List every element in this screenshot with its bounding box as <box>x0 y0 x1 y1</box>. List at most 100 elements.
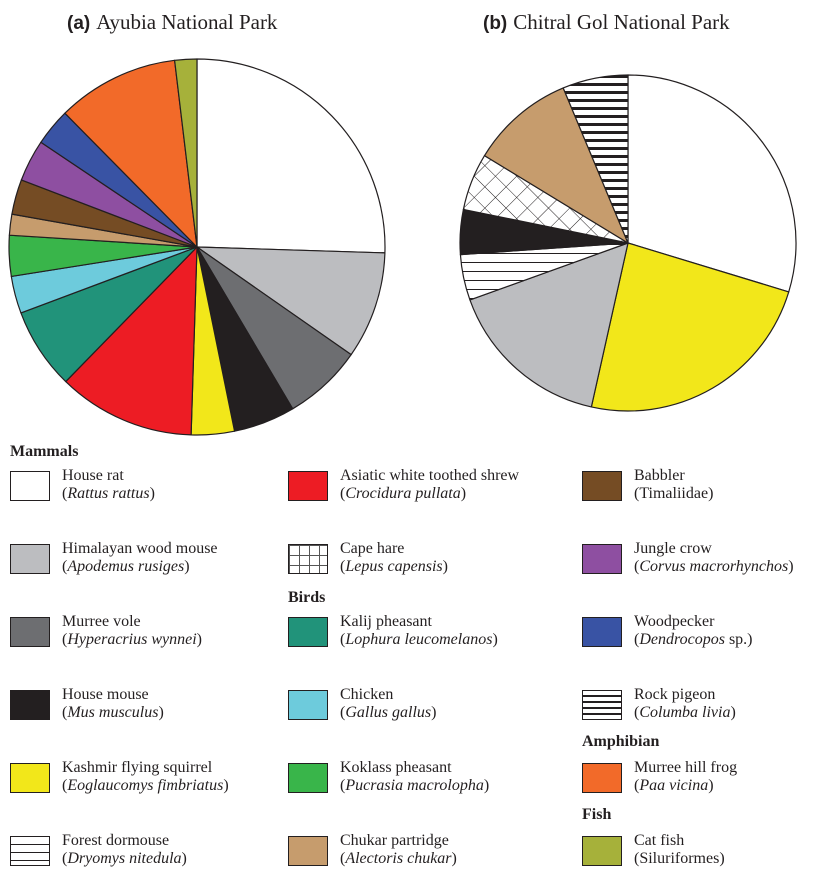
legend-swatch <box>10 690 50 720</box>
legend-sci-italic: Corvus macrorhynchos <box>639 558 789 575</box>
legend-swatch <box>288 471 328 501</box>
legend-common-name: Jungle crow <box>634 540 712 557</box>
pie-slice-murree-hill-frog <box>64 59 198 248</box>
legend-scientific-name: (Apodemus rusiges) <box>62 558 190 576</box>
legend-sci-prefix: ( <box>340 558 346 575</box>
pie-chart-ayubia <box>8 58 386 436</box>
legend-swatch <box>10 544 50 574</box>
legend-swatch <box>582 763 622 793</box>
legend-sci-suffix: ) <box>708 777 714 794</box>
legend-sci-prefix: (Siluriformes) <box>634 850 725 867</box>
pie-slice-house-rat <box>627 74 797 293</box>
legend-sci-suffix: ) <box>184 558 190 575</box>
legend-sci-italic: Crocidura pullata <box>345 485 461 502</box>
legend-sci-suffix: ) <box>158 704 164 721</box>
legend-swatch <box>288 617 328 647</box>
legend-common-name: Murree vole <box>62 613 141 630</box>
legend-common-name: Chukar partridge <box>340 832 449 849</box>
legend-sci-prefix: ( <box>62 704 68 721</box>
legend-sci-italic: Hyperacrius wynnei <box>67 631 197 648</box>
legend-common-name: Babbler <box>634 467 685 484</box>
legend-common-name: Asiatic white toothed shrew <box>340 467 520 484</box>
legend-sci-suffix: sp.) <box>724 631 753 648</box>
legend-common-name: Koklass pheasant <box>340 759 452 776</box>
legend-sci-suffix: ) <box>460 485 467 502</box>
legend-scientific-name: (Siluriformes) <box>634 850 725 868</box>
legend-sci-suffix: ) <box>223 777 229 794</box>
pie-slice-cat-fish <box>174 58 198 248</box>
legend-sci-prefix: (Timaliidae) <box>634 485 714 502</box>
pie-slice-himalayan-wood-mouse <box>196 246 386 356</box>
legend-scientific-name: (Gallus gallus) <box>340 704 436 722</box>
legend-sci-italic: Lophura leucomelanos <box>345 631 493 648</box>
legend-scientific-name: (Mus musculus) <box>62 704 164 722</box>
panel-a-title: (a) Ayubia National Park <box>67 10 277 35</box>
legend-sci-prefix: ( <box>340 485 346 502</box>
legend-common-name: House mouse <box>62 686 149 703</box>
panel-a-name: Ayubia National Park <box>96 10 278 34</box>
legend-scientific-name: (Corvus macrorhynchos) <box>634 558 794 576</box>
legend-swatch <box>10 617 50 647</box>
panel-b-title: (b) Chitral Gol National Park <box>483 10 730 35</box>
panel-a-letter: (a) <box>67 13 91 34</box>
legend-sci-suffix: ) <box>442 558 448 575</box>
legend-common-name: Kalij pheasant <box>340 613 432 630</box>
legend-sci-prefix: ( <box>62 777 68 794</box>
legend-sci-prefix: ( <box>62 631 68 648</box>
legend-sci-italic: Alectoris chukar <box>345 850 452 867</box>
legend-common-name: Woodpecker <box>634 613 715 630</box>
legend-sci-prefix: ( <box>62 558 68 575</box>
legend-swatch <box>10 471 50 501</box>
legend-scientific-name: (Eoglaucomys fimbriatus) <box>62 777 229 795</box>
legend-sci-suffix: ) <box>483 777 490 794</box>
legend-sci-prefix: ( <box>634 704 640 721</box>
legend-swatch <box>10 763 50 793</box>
legend-sci-suffix: ) <box>788 558 794 575</box>
legend-common-name: Murree hill frog <box>634 759 738 776</box>
panel-b-letter: (b) <box>483 13 508 34</box>
pie-slice-asiatic-white-toothed-shrew <box>65 246 198 436</box>
legend-sci-suffix: ) <box>431 704 437 721</box>
legend-common-name: House rat <box>62 467 124 484</box>
pie-slice-rock-pigeon <box>562 74 629 244</box>
legend-group-amphibian: Amphibian <box>582 733 660 750</box>
legend-scientific-name: (Hyperacrius wynnei) <box>62 631 202 649</box>
panel-b-name: Chitral Gol National Park <box>513 10 730 34</box>
legend-scientific-name: (Pucrasia macrolopha) <box>340 777 489 795</box>
legend-swatch <box>288 690 328 720</box>
legend-common-name: Himalayan wood mouse <box>62 540 218 557</box>
legend-common-name: Kashmir flying squirrel <box>62 759 213 776</box>
legend-common-name: Rock pigeon <box>634 686 716 703</box>
legend-swatch <box>10 836 50 866</box>
legend-sci-prefix: ( <box>340 704 346 721</box>
pie-slice-kashmir-flying-squirrel <box>590 242 790 412</box>
legend-common-name: Forest dormouse <box>62 832 170 849</box>
legend-swatch <box>582 471 622 501</box>
pie-slice-house-rat <box>196 58 386 254</box>
legend-scientific-name: (Paa vicina) <box>634 777 714 795</box>
legend-scientific-name: (Columba livia) <box>634 704 736 722</box>
legend-sci-suffix: ) <box>149 485 155 502</box>
legend-sci-prefix: ( <box>634 777 640 794</box>
legend-scientific-name: (Crocidura pullata) <box>340 485 466 503</box>
legend-sci-italic: Lepus capensis <box>345 558 443 575</box>
legend-common-name: Cat fish <box>634 832 685 849</box>
legend-swatch <box>288 763 328 793</box>
legend-sci-suffix: ) <box>492 631 498 648</box>
legend-scientific-name: (Alectoris chukar) <box>340 850 457 868</box>
legend-scientific-name: (Rattus rattus) <box>62 485 155 503</box>
legend-sci-suffix: ) <box>451 850 457 867</box>
legend-sci-italic: Dendrocopos <box>639 631 725 648</box>
legend-group-mammals: Mammals <box>10 443 79 460</box>
legend-sci-italic: Gallus gallus <box>345 704 432 721</box>
legend-sci-italic: Dryomys nitedula <box>67 850 182 867</box>
legend-swatch <box>582 690 622 720</box>
legend-scientific-name: (Lepus capensis) <box>340 558 448 576</box>
legend-scientific-name: (Dryomys nitedula) <box>62 850 187 868</box>
legend-sci-italic: Paa vicina <box>639 777 709 794</box>
legend-scientific-name: (Dendrocopos sp.) <box>634 631 753 649</box>
legend-sci-prefix: ( <box>634 558 640 575</box>
legend-sci-suffix: ) <box>730 704 736 721</box>
legend-common-name: Cape hare <box>340 540 405 557</box>
